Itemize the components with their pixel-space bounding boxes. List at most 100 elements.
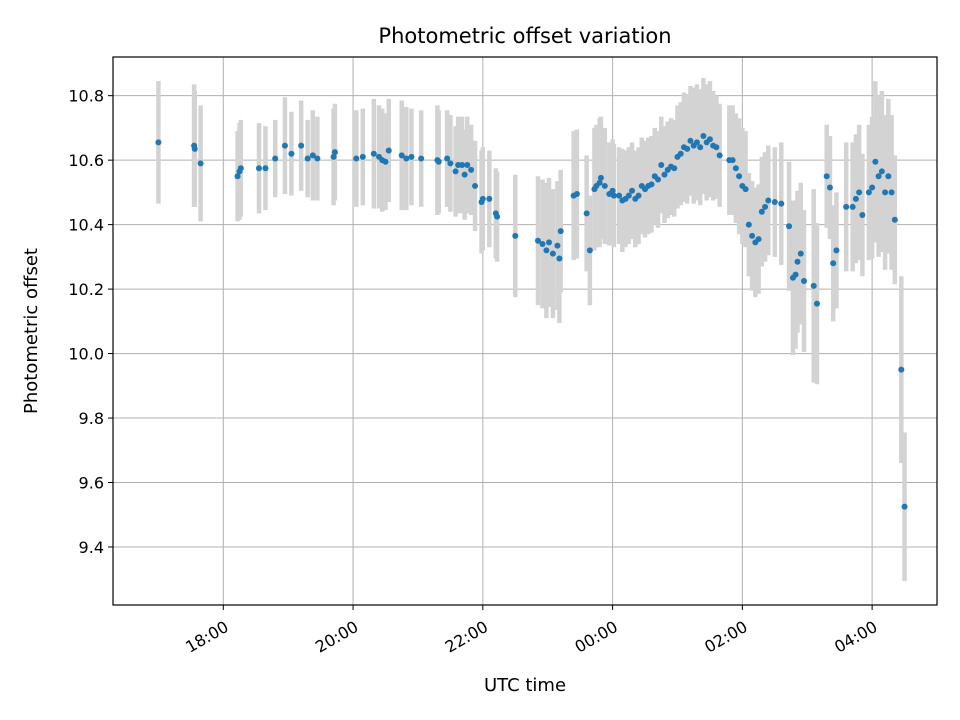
data-point — [262, 165, 269, 172]
data-point — [865, 189, 872, 196]
data-point — [546, 239, 553, 246]
y-tick-label: 10.2 — [68, 280, 104, 299]
data-point — [762, 203, 769, 210]
data-point — [459, 161, 466, 168]
data-point — [797, 250, 804, 257]
data-point — [557, 228, 564, 235]
data-point — [331, 149, 338, 156]
data-point — [901, 503, 908, 510]
data-point — [856, 189, 863, 196]
data-points — [155, 132, 908, 510]
data-point — [687, 137, 694, 144]
y-axis: 9.4 9.6 9.8 10.0 10.2 10.4 10.6 10.8 — [68, 87, 113, 557]
data-point — [382, 158, 389, 165]
data-point — [444, 155, 451, 162]
data-point — [304, 155, 311, 162]
y-tick-label: 9.4 — [79, 538, 104, 557]
data-point — [716, 152, 723, 159]
data-point — [435, 158, 442, 165]
y-tick-label: 10.6 — [68, 151, 104, 170]
data-point — [826, 184, 833, 191]
x-axis-title: UTC time — [484, 675, 566, 696]
data-point — [155, 139, 162, 146]
data-point — [875, 173, 882, 180]
y-tick-label: 10.8 — [68, 87, 104, 106]
data-point — [309, 152, 316, 159]
data-point — [468, 166, 475, 173]
data-point — [755, 236, 762, 243]
data-point — [786, 223, 793, 230]
y-tick-label: 10.0 — [68, 345, 104, 364]
data-point — [693, 139, 700, 146]
data-point — [255, 165, 262, 172]
data-point — [549, 250, 556, 257]
data-point — [635, 192, 642, 199]
plot-frame — [112, 56, 938, 606]
data-point — [872, 158, 879, 165]
data-point — [700, 132, 707, 139]
data-point — [800, 278, 807, 285]
data-point — [398, 152, 405, 159]
data-point — [729, 157, 736, 164]
data-point — [661, 171, 668, 178]
data-point — [539, 240, 546, 247]
data-point — [418, 155, 425, 162]
data-point — [833, 247, 840, 254]
data-point — [330, 153, 337, 160]
data-point — [353, 155, 360, 162]
data-point — [732, 165, 739, 172]
data-point — [556, 255, 563, 262]
data-point — [494, 213, 501, 220]
data-point — [852, 195, 859, 202]
data-point — [288, 150, 295, 157]
data-point — [610, 192, 617, 199]
data-point — [314, 155, 321, 162]
data-point — [586, 247, 593, 254]
data-point — [745, 221, 752, 228]
data-point — [359, 153, 366, 160]
data-point — [813, 300, 820, 307]
data-point — [272, 155, 279, 162]
data-point — [736, 173, 743, 180]
data-point — [479, 195, 486, 202]
data-point — [234, 173, 241, 180]
data-point — [534, 237, 541, 244]
data-point — [486, 195, 493, 202]
data-point — [742, 186, 749, 193]
data-point — [554, 242, 561, 249]
data-point — [403, 155, 410, 162]
data-point — [370, 150, 377, 157]
y-tick-label: 9.8 — [79, 409, 104, 428]
data-point — [385, 147, 392, 154]
data-point — [882, 189, 889, 196]
data-point — [629, 187, 636, 194]
data-point — [671, 165, 678, 172]
data-point — [472, 182, 479, 189]
data-point — [810, 282, 817, 289]
data-point — [859, 211, 866, 218]
data-point — [597, 174, 604, 181]
y-tick-label: 9.6 — [79, 474, 104, 493]
data-point — [447, 160, 454, 167]
y-tick-label: 10.4 — [68, 216, 104, 235]
data-point — [601, 182, 608, 189]
data-point — [749, 232, 756, 239]
data-point — [281, 142, 288, 149]
data-point — [794, 258, 801, 265]
data-point — [461, 171, 468, 178]
data-point — [885, 173, 892, 180]
data-point — [408, 153, 415, 160]
data-point — [878, 168, 885, 175]
data-point — [596, 179, 603, 186]
data-point — [713, 144, 720, 151]
data-point — [869, 184, 876, 191]
data-point — [684, 145, 691, 152]
data-point — [583, 210, 590, 217]
data-point — [706, 136, 713, 143]
data-point — [677, 150, 684, 157]
data-point — [237, 165, 244, 172]
chart-title: Photometric offset variation — [378, 24, 671, 48]
data-point — [771, 199, 778, 206]
data-point — [452, 168, 459, 175]
